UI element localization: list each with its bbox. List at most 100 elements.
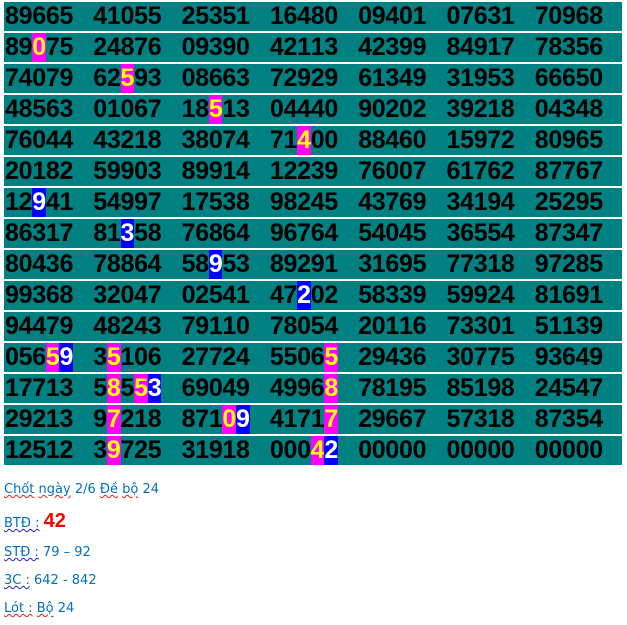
note-line-chot: Chốt ngày 2/6 Đề bộ 24 bbox=[4, 482, 159, 497]
digit: 1 bbox=[32, 157, 46, 185]
digit: 2 bbox=[32, 405, 46, 433]
digit: 6 bbox=[208, 64, 223, 92]
digit: 7 bbox=[358, 374, 372, 402]
digit: 0 bbox=[297, 312, 311, 340]
digit: 3 bbox=[548, 343, 562, 371]
digit: 7 bbox=[500, 33, 515, 61]
grid-cell: 41055 bbox=[92, 2, 180, 31]
digit: 1 bbox=[548, 312, 562, 340]
digit: 1 bbox=[446, 126, 461, 154]
digit: 2 bbox=[534, 374, 549, 402]
digit: 9 bbox=[195, 157, 209, 185]
digit: 9 bbox=[208, 157, 223, 185]
digit: 8 bbox=[18, 95, 33, 123]
digit: 6 bbox=[385, 250, 400, 278]
highlighted-digit: 4 bbox=[297, 126, 311, 155]
digit: 3 bbox=[371, 188, 386, 216]
digit: 0 bbox=[589, 436, 603, 464]
grid-cell: 97285 bbox=[534, 250, 622, 279]
digit: 9 bbox=[575, 281, 590, 309]
digit: 4 bbox=[236, 219, 250, 247]
grid-cell: 04348 bbox=[534, 95, 622, 124]
digit: 3 bbox=[575, 312, 590, 340]
digit: 2 bbox=[358, 405, 372, 433]
digit: 3 bbox=[106, 126, 121, 154]
digit: 1 bbox=[45, 219, 60, 247]
digit: 2 bbox=[134, 436, 148, 464]
digit: 7 bbox=[534, 2, 549, 30]
digit: 1 bbox=[45, 436, 60, 464]
digit: 8 bbox=[534, 157, 549, 185]
digit: 6 bbox=[446, 157, 461, 185]
digit: 5 bbox=[269, 343, 284, 371]
grid-cell: 12512 bbox=[4, 436, 92, 465]
grid-cell: 01067 bbox=[92, 95, 180, 124]
grid-cell: 31953 bbox=[445, 64, 533, 93]
digit: 9 bbox=[18, 405, 33, 433]
grid-cell: 93649 bbox=[534, 343, 622, 372]
digit: 3 bbox=[385, 281, 400, 309]
digit: 1 bbox=[181, 188, 196, 216]
digit: 5 bbox=[358, 219, 372, 247]
digit: 3 bbox=[236, 250, 250, 278]
digit: 2 bbox=[297, 188, 311, 216]
digit: 1 bbox=[283, 405, 298, 433]
results-grid: 89665 41055 25351 16480 09401 07631 70968 89075… bbox=[4, 2, 622, 467]
digit: 3 bbox=[93, 343, 107, 371]
digit: 1 bbox=[487, 405, 501, 433]
digit: 0 bbox=[399, 436, 413, 464]
digit: 9 bbox=[18, 2, 33, 30]
grid-cell: 58953 bbox=[181, 250, 269, 279]
highlighted-digit: 0 bbox=[32, 33, 46, 62]
digit: 0 bbox=[134, 343, 148, 371]
digit: 0 bbox=[18, 157, 33, 185]
digit: 7 bbox=[358, 157, 372, 185]
digit: 1 bbox=[500, 2, 515, 30]
digit: 8 bbox=[589, 2, 603, 30]
digit: 3 bbox=[208, 2, 223, 30]
digit: 0 bbox=[399, 157, 413, 185]
digit: 1 bbox=[45, 405, 60, 433]
digit: 5 bbox=[446, 281, 461, 309]
note-word: bộ bbox=[122, 482, 139, 497]
digit: 4 bbox=[5, 95, 19, 123]
digit: 5 bbox=[487, 64, 501, 92]
digit: 8 bbox=[269, 250, 284, 278]
digit: 3 bbox=[59, 374, 74, 402]
digit: 8 bbox=[575, 250, 590, 278]
digit: 7 bbox=[181, 312, 196, 340]
grid-cell: 00000 bbox=[357, 436, 445, 465]
digit: 7 bbox=[195, 188, 209, 216]
digit: 1 bbox=[134, 405, 148, 433]
highlighted-digit: 8 bbox=[106, 374, 121, 403]
digit: 1 bbox=[385, 312, 400, 340]
digit: 1 bbox=[310, 33, 325, 61]
highlighted-digit: 5 bbox=[106, 343, 121, 372]
digit: 8 bbox=[534, 126, 549, 154]
digit: 7 bbox=[269, 312, 284, 340]
digit: 3 bbox=[59, 405, 74, 433]
digit: 6 bbox=[59, 250, 74, 278]
digit: 7 bbox=[5, 64, 19, 92]
digit: 9 bbox=[5, 281, 19, 309]
digit: 3 bbox=[473, 312, 488, 340]
digit: 7 bbox=[181, 219, 196, 247]
digit: 8 bbox=[195, 95, 209, 123]
digit: 8 bbox=[5, 219, 19, 247]
digit: 1 bbox=[5, 436, 19, 464]
digit: 9 bbox=[195, 33, 209, 61]
highlighted-digit: 9 bbox=[208, 250, 223, 279]
digit: 3 bbox=[147, 157, 162, 185]
grid-row: 12512 39725 31918 00042 00000 00000 00000 bbox=[4, 436, 622, 465]
digit: 1 bbox=[134, 126, 148, 154]
digit: 5 bbox=[208, 188, 223, 216]
digit: 4 bbox=[575, 219, 590, 247]
digit: 1 bbox=[548, 281, 562, 309]
digit: 3 bbox=[562, 405, 576, 433]
digit: 4 bbox=[269, 374, 284, 402]
grid-cell: 41717 bbox=[269, 405, 357, 434]
digit: 1 bbox=[473, 374, 488, 402]
digit: 6 bbox=[589, 33, 603, 61]
digit: 3 bbox=[446, 188, 461, 216]
digit: 8 bbox=[181, 157, 196, 185]
